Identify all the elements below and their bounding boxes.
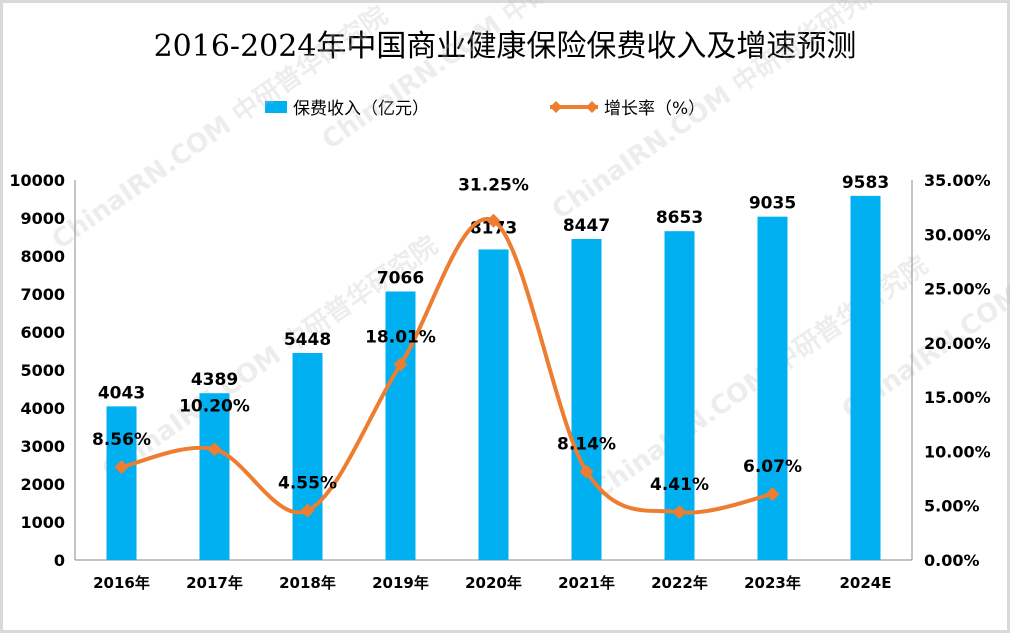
bar <box>850 195 881 560</box>
bar <box>292 352 323 560</box>
growth-marker <box>393 357 408 372</box>
x-tick-label: 2022年 <box>651 574 708 592</box>
growth-marker <box>207 442 222 457</box>
growth-value-label: 31.25% <box>458 176 529 196</box>
legend-swatch-bar <box>265 100 287 113</box>
bar-value-label: 9035 <box>749 194 796 214</box>
x-tick-label: 2023年 <box>744 574 801 592</box>
growth-value-label: 4.41% <box>650 475 709 495</box>
growth-marker <box>486 213 501 228</box>
legend-item-growth: 增长率（%） <box>548 94 705 119</box>
growth-value-label: 8.14% <box>557 435 616 455</box>
x-tick-label: 2017年 <box>186 574 243 592</box>
x-tick-label: 2016年 <box>93 574 150 592</box>
growth-value-label: 6.07% <box>743 457 802 477</box>
growth-marker <box>765 487 780 502</box>
bar <box>478 249 509 560</box>
right-tick-label: 35.00% <box>924 171 991 190</box>
growth-value-label: 10.20% <box>179 396 250 416</box>
left-tick-label: 5000 <box>20 361 65 380</box>
bar-value-label: 5448 <box>284 330 331 350</box>
bar <box>571 239 602 560</box>
right-tick-label: 0.00% <box>924 551 980 570</box>
left-tick-label: 8000 <box>20 247 65 266</box>
x-tick-label: 2018年 <box>279 574 336 592</box>
left-tick-label: 7000 <box>20 285 65 304</box>
bar-value-label: 8447 <box>563 216 610 236</box>
left-tick-label: 0 <box>54 551 65 570</box>
left-tick-label: 3000 <box>20 437 65 456</box>
bar-value-label: 4043 <box>98 383 145 403</box>
right-tick-label: 30.00% <box>924 225 991 244</box>
growth-line <box>121 216 773 515</box>
bar <box>106 406 137 560</box>
right-tick-label: 10.00% <box>924 442 991 461</box>
x-tick-label: 2021年 <box>558 574 615 592</box>
bar-value-label: 4389 <box>191 370 238 390</box>
right-tick-label: 20.00% <box>924 334 991 353</box>
growth-marker <box>300 503 315 518</box>
growth-value-label: 4.55% <box>278 474 337 494</box>
bar <box>385 291 416 560</box>
right-tick-label: 15.00% <box>924 388 991 407</box>
chart-title: 2016-2024年中国商业健康保险保费收入及增速预测 <box>153 29 857 64</box>
left-tick-label: 6000 <box>20 323 65 342</box>
left-tick-label: 2000 <box>20 475 65 494</box>
legend-swatch-line <box>550 100 598 113</box>
growth-marker <box>114 460 129 475</box>
growth-value-label: 8.56% <box>92 430 151 450</box>
growth-value-label: 18.01% <box>365 327 436 347</box>
legend-label: 保费收入（亿元） <box>293 99 429 119</box>
x-tick-label: 2019年 <box>372 574 429 592</box>
left-tick-label: 1000 <box>20 513 65 532</box>
bar-value-label: 8653 <box>656 208 703 228</box>
x-tick-label: 2020年 <box>465 574 522 592</box>
bar-value-label: 7066 <box>377 268 424 288</box>
legend-item-revenue: 保费收入（亿元） <box>265 94 429 119</box>
x-tick-label: 2024E <box>840 574 892 592</box>
left-tick-label: 10000 <box>9 171 65 190</box>
left-tick-label: 9000 <box>20 209 65 228</box>
legend-label: 增长率（%） <box>604 99 706 119</box>
bar <box>757 216 788 561</box>
left-tick-label: 4000 <box>20 399 65 418</box>
right-tick-label: 5.00% <box>924 497 980 516</box>
right-tick-label: 25.00% <box>924 280 991 299</box>
bar-value-label: 9583 <box>842 173 889 193</box>
bar <box>199 393 230 560</box>
growth-marker <box>672 505 687 520</box>
growth-marker <box>579 464 594 479</box>
